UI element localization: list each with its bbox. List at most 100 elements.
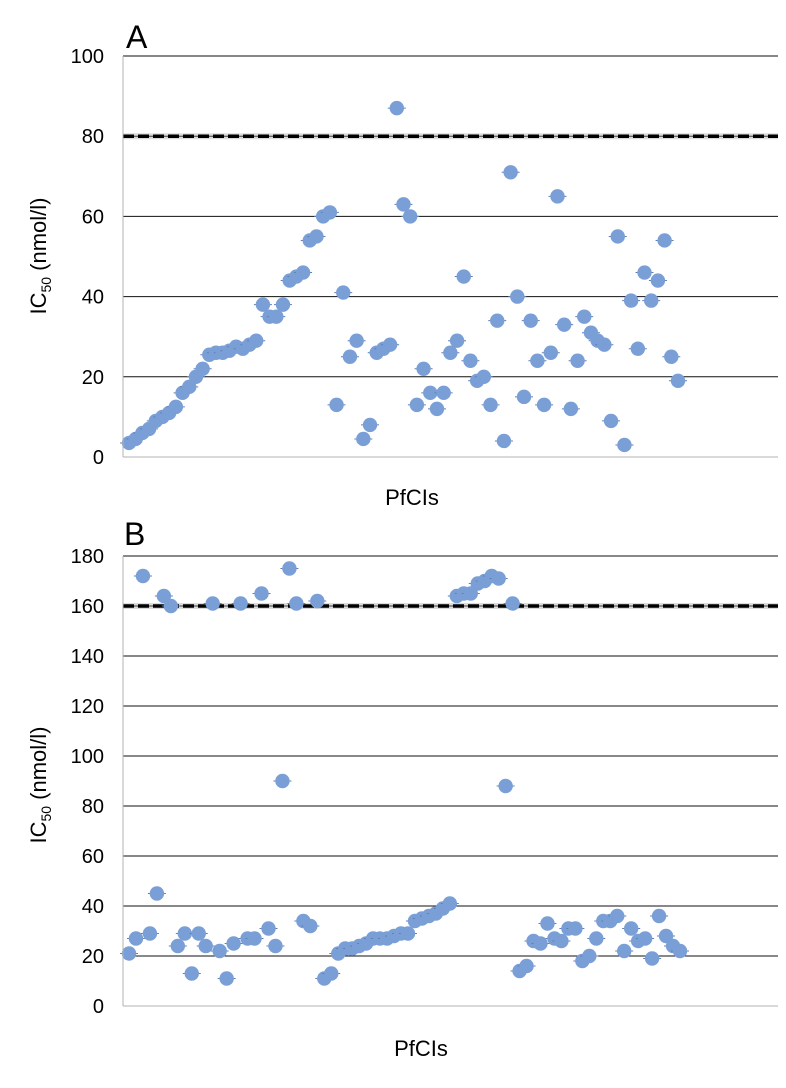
y-tick-label: 20	[82, 367, 104, 389]
y-tick-label: 40	[82, 896, 104, 918]
y-tick-label: 100	[71, 46, 104, 68]
panel-a-y-axis-title-base: IC	[26, 292, 51, 314]
data-point	[476, 369, 492, 384]
data-point	[356, 431, 371, 447]
y-tick-label: 100	[71, 746, 104, 768]
panel-a-y-axis-title-subscript: 50	[38, 277, 54, 293]
data-point	[168, 399, 184, 415]
data-point	[402, 209, 418, 224]
data-point	[177, 926, 192, 941]
data-point	[456, 269, 471, 284]
data-point	[483, 397, 498, 413]
panel-b-y-axis-title-base: IC	[26, 821, 51, 843]
data-point	[416, 361, 431, 376]
data-point	[184, 966, 199, 981]
data-point	[254, 586, 269, 601]
data-point	[543, 345, 558, 360]
data-point	[295, 265, 311, 280]
y-tick-label: 140	[71, 646, 104, 668]
data-point	[396, 197, 411, 212]
data-point	[510, 289, 525, 304]
data-point	[651, 908, 667, 924]
data-point	[400, 926, 416, 941]
data-point	[617, 943, 632, 959]
panel-b-x-axis-title: PfCIs	[394, 1036, 448, 1061]
panel-a-y-axis-title-unit: (nmol/l)	[26, 197, 51, 276]
data-point	[191, 926, 206, 941]
data-point	[336, 285, 351, 300]
data-point	[536, 397, 552, 413]
panel-a-x-axis-title: PfCIs	[385, 485, 439, 510]
data-point	[540, 916, 555, 931]
data-point	[582, 948, 597, 964]
data-point	[533, 936, 548, 951]
data-point	[637, 931, 653, 946]
panel-b-grid	[123, 555, 778, 1007]
data-point	[550, 189, 565, 204]
data-point	[212, 943, 227, 959]
data-point	[261, 921, 276, 936]
data-point	[664, 349, 679, 364]
data-point	[135, 568, 151, 584]
data-point	[523, 313, 538, 328]
y-tick-label: 80	[82, 796, 104, 818]
data-point	[442, 896, 458, 911]
y-tick-label: 60	[82, 206, 104, 228]
panel-b-y-axis-title-unit: (nmol/l)	[26, 726, 51, 805]
panel-b-y-ticks: 0 20 40 60 80 100 120 140 160 180	[71, 546, 104, 1018]
data-point	[349, 333, 364, 348]
y-tick-label: 0	[93, 447, 104, 469]
data-point	[644, 293, 659, 308]
data-point	[491, 571, 506, 586]
data-point	[195, 361, 210, 376]
data-point	[205, 596, 220, 611]
data-point	[409, 397, 425, 413]
panel-b-data-points	[120, 561, 689, 986]
data-point	[644, 951, 660, 966]
data-point	[610, 908, 625, 924]
panel-b-chart: B 0 20 40 60 80 100 120 140 160 180 IC50 (nmol/l)…	[26, 516, 778, 1061]
data-point	[275, 297, 291, 312]
y-tick-label: 120	[71, 696, 104, 718]
panel-b-y-axis-title-subscript: 50	[38, 806, 54, 822]
data-point	[568, 921, 583, 936]
data-point	[657, 233, 672, 248]
data-point	[556, 317, 572, 332]
data-point	[255, 297, 271, 312]
data-point	[519, 958, 534, 974]
data-point	[198, 938, 213, 954]
panel-a-label: A	[126, 19, 148, 55]
y-tick-label: 180	[71, 546, 104, 568]
y-tick-label: 0	[93, 996, 104, 1018]
panel-a-y-axis-title: IC50 (nmol/l)	[26, 197, 54, 314]
data-point	[597, 337, 612, 352]
data-point	[658, 928, 674, 944]
data-point	[496, 433, 512, 449]
data-point	[516, 389, 532, 405]
panel-a-grid	[123, 55, 778, 458]
data-point	[322, 205, 338, 220]
y-tick-label: 60	[82, 846, 104, 868]
data-point	[443, 345, 458, 360]
panel-a-chart: A 0 20 40 60 80 100 IC50 (nmol/l) PfCIs	[26, 19, 778, 510]
data-point	[247, 931, 262, 946]
data-point	[563, 401, 579, 417]
data-point	[490, 313, 505, 328]
data-point	[449, 333, 465, 348]
data-point	[382, 337, 398, 352]
data-point	[630, 341, 646, 356]
data-point	[530, 353, 545, 368]
data-point	[275, 773, 290, 789]
data-point	[282, 561, 297, 576]
data-point	[249, 333, 264, 348]
data-point	[603, 413, 619, 429]
data-point	[498, 778, 513, 794]
data-point	[170, 938, 186, 954]
data-point	[463, 353, 478, 368]
data-point	[463, 586, 478, 601]
data-point	[219, 971, 234, 986]
data-point	[342, 349, 358, 364]
y-tick-label: 80	[82, 126, 104, 148]
panel-b-label: B	[124, 516, 145, 552]
